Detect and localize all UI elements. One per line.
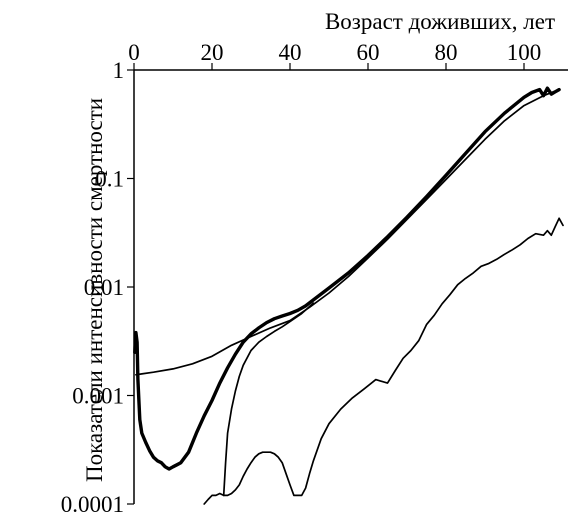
- x-axis-title: Возраст доживших, лет: [325, 9, 555, 34]
- series-line-3: [222, 302, 315, 497]
- x-tick-label: 80: [435, 40, 458, 65]
- y-tick-label: 0.01: [84, 275, 124, 300]
- series-line-1: [133, 86, 561, 471]
- y-tick-label: 1: [113, 58, 125, 83]
- x-tick-label: 60: [357, 40, 380, 65]
- x-tick-label: 40: [279, 40, 302, 65]
- y-axis-title: Показатели интенсивности смертности: [82, 98, 107, 482]
- y-tick-label: 0.0001: [61, 492, 124, 515]
- x-tick-label: 100: [507, 40, 542, 65]
- x-tick-label: 20: [201, 40, 224, 65]
- y-tick-label: 0.1: [95, 167, 124, 192]
- y-tick-label: 0.001: [72, 384, 124, 409]
- series-line-2: [135, 88, 560, 376]
- series-line-4: [203, 217, 564, 505]
- x-tick-label: 0: [128, 40, 140, 65]
